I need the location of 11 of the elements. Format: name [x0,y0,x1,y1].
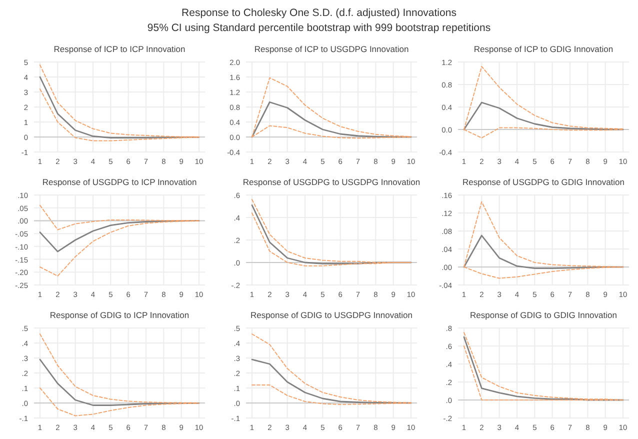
chart-title: Response of GDIG to USGDPG Innovation [250,310,413,320]
chart-title: Response of GDIG to GDIG Innovation [470,310,618,320]
chart-title: Response of ICP to ICP Innovation [54,44,186,54]
chart-title: Response of GDIG to ICP Innovation [50,310,190,320]
chart-title: Response of USGDPG to ICP Innovation [42,177,197,187]
chart-title: Response of USGDPG to GDIG Innovation [462,177,625,187]
chart-title: Response of ICP to GDIG Innovation [474,44,614,54]
text: 95% CI using Standard percentile bootstrap with 999 bootstrap repetitions [147,22,491,34]
text: Response to Cholesky One S.D. (d.f. adjusted) Innovations [182,7,456,19]
chart-title: Response of ICP to USGDPG Innovation [254,44,409,54]
chart-title: Response of USGDPG to USGDPG Innovation [242,177,420,187]
